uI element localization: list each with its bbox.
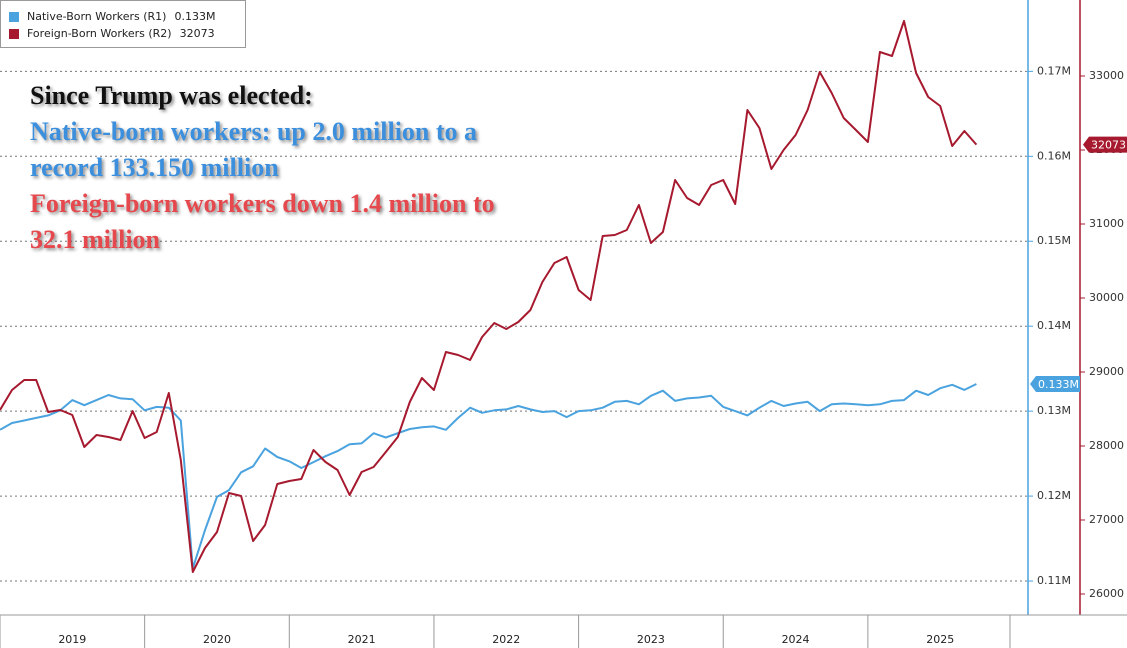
legend-value: 0.133M	[174, 10, 215, 23]
x-tick-label: 2022	[492, 633, 520, 646]
y2-tick-label: 28000	[1089, 439, 1124, 452]
legend-swatch	[9, 29, 19, 39]
legend-label: Native-Born Workers (R1)	[27, 10, 166, 23]
last-value-label: 0.133M	[1038, 378, 1079, 391]
y-tick-label: 0.12M	[1037, 489, 1071, 502]
y2-tick-label: 30000	[1089, 291, 1124, 304]
annotations: Since Trump was elected: Native-born work…	[30, 78, 495, 258]
y-tick-label: 0.13M	[1037, 404, 1071, 417]
last-value-flag	[1083, 136, 1127, 153]
last-value-label: 32073	[1091, 139, 1126, 152]
annotation: Native-born workers: up 2.0 million to a	[30, 117, 478, 146]
legend: Native-Born Workers (R1) 0.133MForeign-Bo…	[0, 0, 246, 48]
legend-box	[0, 0, 246, 48]
annotation: Since Trump was elected:	[30, 81, 313, 110]
y2-tick-label: 29000	[1089, 365, 1124, 378]
y-tick-label: 0.15M	[1037, 234, 1071, 247]
x-tick-label: 2019	[58, 633, 86, 646]
x-tick-label: 2023	[637, 633, 665, 646]
x-tick-label: 2020	[203, 633, 231, 646]
x-tick-label: 2021	[348, 633, 376, 646]
series-line	[0, 20, 978, 573]
y2-tick-label: 27000	[1089, 513, 1124, 526]
y-tick-label: 0.11M	[1037, 574, 1071, 587]
y2-tick-label: 33000	[1089, 69, 1124, 82]
legend-value: 32073	[180, 27, 215, 40]
x-tick-label: 2025	[926, 633, 954, 646]
y2-tick-label: 31000	[1089, 217, 1124, 230]
annotation: Foreign-born workers down 1.4 million to	[30, 189, 495, 218]
y2-tick-label: 26000	[1089, 587, 1124, 600]
x-tick-label: 2024	[782, 633, 810, 646]
last-value-flag	[1030, 375, 1080, 392]
series-line	[0, 383, 977, 570]
y-tick-label: 0.16M	[1037, 149, 1071, 162]
y-tick-label: 0.14M	[1037, 319, 1071, 332]
annotation: 32.1 million	[30, 225, 161, 254]
legend-label: Foreign-Born Workers (R2)	[27, 27, 172, 40]
annotation: record 133.150 million	[30, 153, 279, 182]
y-tick-label: 0.17M	[1037, 64, 1071, 77]
legend-swatch	[9, 12, 19, 22]
